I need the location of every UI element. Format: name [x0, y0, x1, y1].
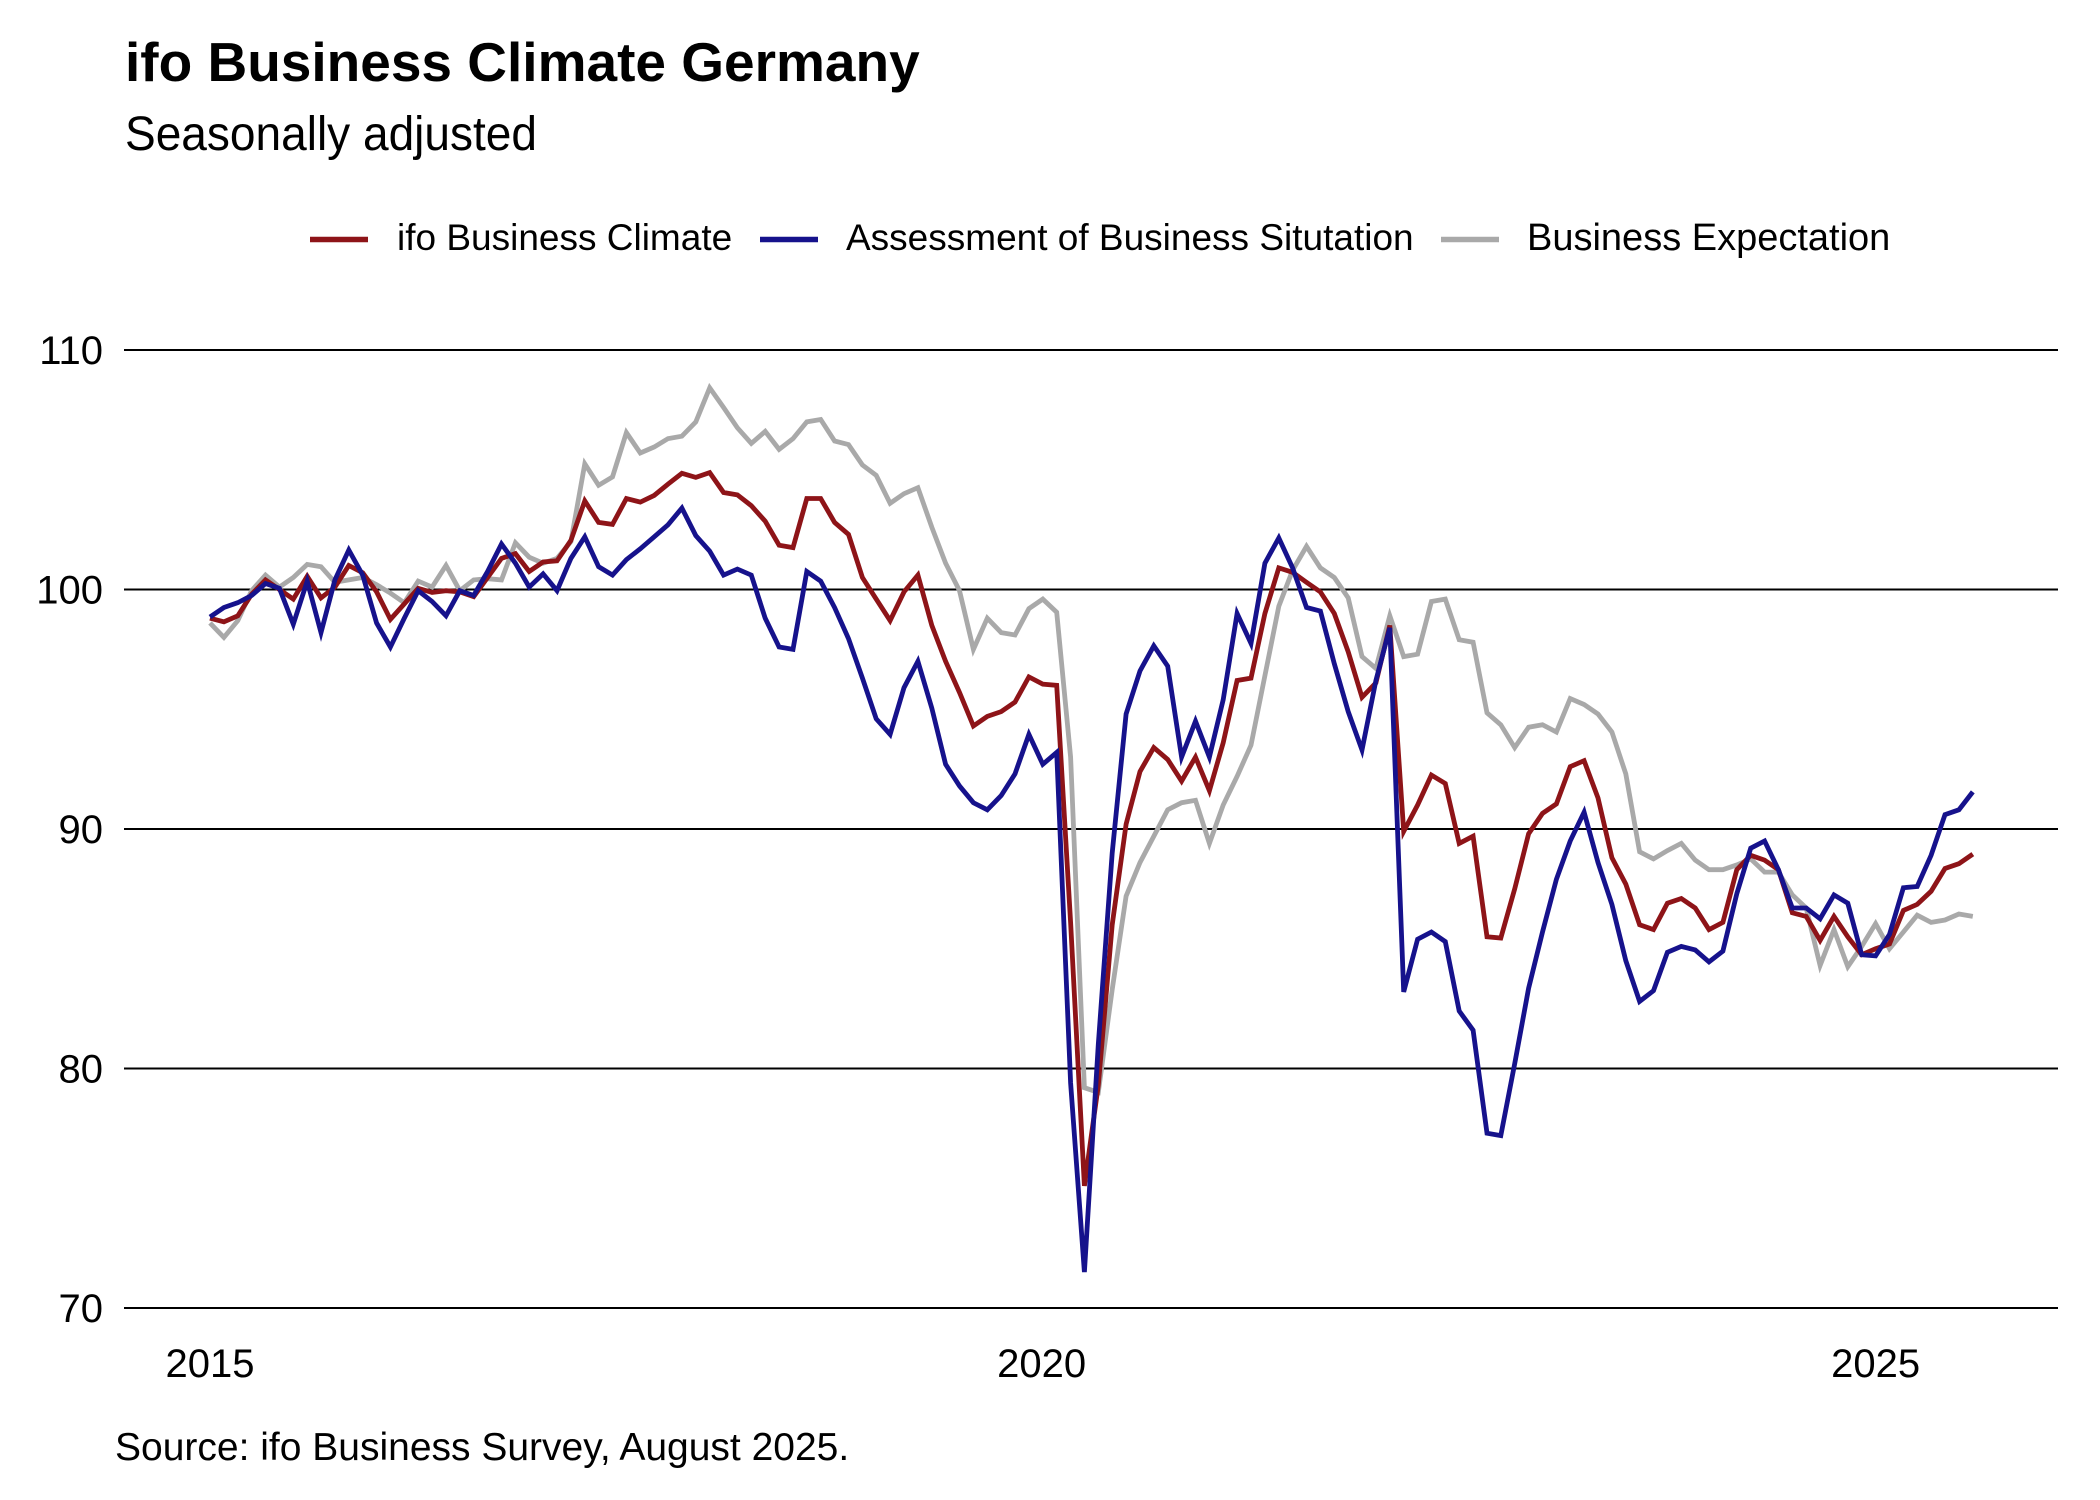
- svg-text:100: 100: [36, 568, 103, 612]
- svg-text:80: 80: [59, 1047, 104, 1091]
- svg-text:Source: ifo Business Survey, A: Source: ifo Business Survey, August 2025…: [115, 1426, 849, 1469]
- svg-text:Assessment of Business Situtat: Assessment of Business Situtation: [846, 217, 1414, 258]
- svg-text:90: 90: [59, 808, 104, 852]
- svg-text:ifo Business Climate: ifo Business Climate: [397, 217, 732, 258]
- svg-text:2020: 2020: [997, 1342, 1086, 1386]
- svg-text:ifo Business Climate Germany: ifo Business Climate Germany: [125, 31, 920, 93]
- svg-text:Business Expectation: Business Expectation: [1527, 217, 1890, 259]
- svg-text:2015: 2015: [166, 1342, 255, 1386]
- svg-text:70: 70: [59, 1287, 104, 1331]
- svg-text:Seasonally adjusted: Seasonally adjusted: [125, 108, 537, 161]
- svg-text:110: 110: [39, 329, 103, 373]
- svg-text:2025: 2025: [1831, 1342, 1920, 1386]
